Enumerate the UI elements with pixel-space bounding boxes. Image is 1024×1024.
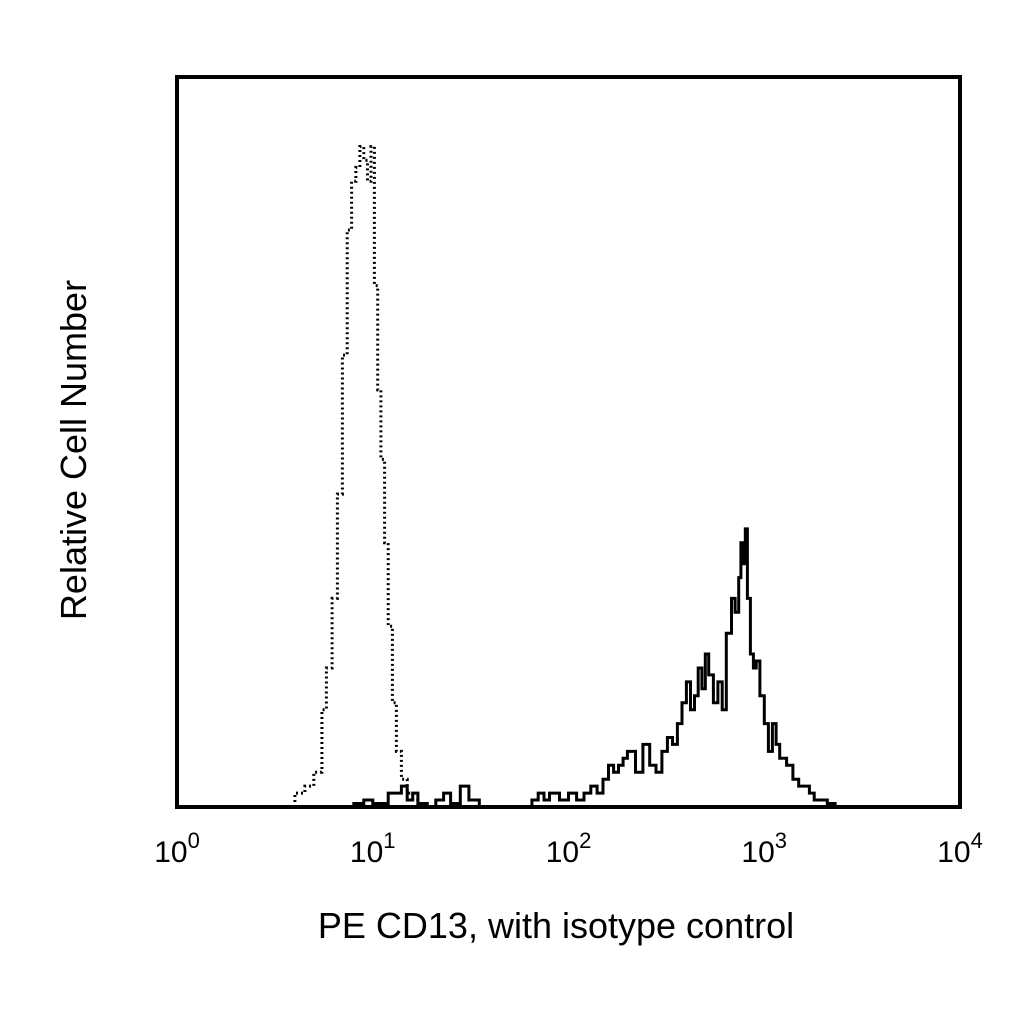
plot-area-frame [175,75,962,809]
x-tick-exponent: 0 [188,828,200,853]
x-tick-base: 10 [546,836,579,869]
x-tick-label: 102 [546,828,592,869]
x-tick-exponent: 4 [971,828,983,853]
x-tick-label: 101 [350,828,396,869]
x-tick-label: 100 [154,828,200,869]
pe-cd13-series [342,527,837,809]
x-tick-label: 103 [741,828,787,869]
x-tick-base: 10 [741,836,774,869]
x-tick-label: 104 [937,828,983,869]
x-tick-exponent: 3 [775,828,787,853]
x-tick-base: 10 [937,836,970,869]
x-tick-base: 10 [350,836,383,869]
x-tick-exponent: 2 [579,828,591,853]
series-layer [254,145,837,809]
y-axis-label: Relative Cell Number [53,280,94,620]
x-tick-base: 10 [154,836,187,869]
isotype-control-series [254,145,427,809]
x-axis-label: PE CD13, with isotype control [318,905,794,946]
x-tick-exponent: 1 [383,828,395,853]
x-tick-labels: 100 101 102 103 104 [154,828,983,869]
